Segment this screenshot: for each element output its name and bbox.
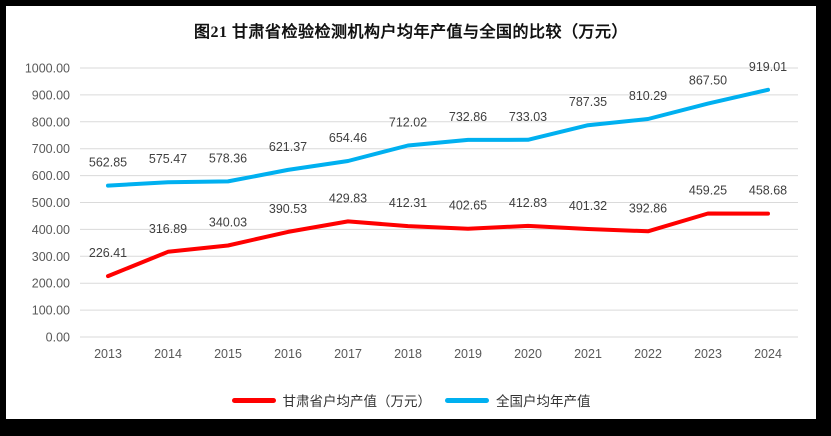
- x-axis-tick-label: 2023: [694, 347, 722, 361]
- data-label: 401.32: [569, 199, 607, 213]
- y-axis-tick-label: 600.00: [32, 169, 70, 183]
- x-axis-tick-label: 2016: [274, 347, 302, 361]
- data-label: 575.47: [149, 152, 187, 166]
- x-axis-tick-label: 2018: [394, 347, 422, 361]
- data-label: 578.36: [209, 151, 247, 165]
- x-axis-tick-label: 2013: [94, 347, 122, 361]
- legend-line-gansu-icon: [231, 397, 276, 403]
- data-label: 810.29: [629, 89, 667, 103]
- y-axis-tick-label: 300.00: [32, 250, 70, 264]
- data-label: 919.01: [749, 60, 787, 74]
- legend-label-gansu: 甘肃省户均产值（万元）: [282, 394, 432, 409]
- data-label: 458.68: [749, 184, 787, 198]
- legend-line-national-icon: [445, 397, 489, 403]
- series-line-gansu: [106, 211, 770, 279]
- data-label: 340.03: [209, 216, 247, 230]
- y-axis-tick-label: 800.00: [32, 115, 70, 129]
- x-axis-tick-label: 2017: [334, 347, 362, 361]
- plot-area: 0.00 100.00 200.00 300.00 400.00 500.00 600.00…: [25, 60, 798, 361]
- x-axis-tick-label: 2015: [214, 347, 242, 361]
- y-axis-tick-label: 200.00: [32, 277, 70, 291]
- data-label: 459.25: [689, 183, 727, 197]
- data-label: 412.31: [389, 196, 427, 210]
- data-label: 654.46: [329, 131, 367, 145]
- data-label: 429.83: [329, 191, 367, 205]
- chart-title: 图21 甘肃省检验检测机构户均年产值与全国的比较（万元）: [193, 24, 628, 41]
- y-axis-tick-label: 1000.00: [25, 62, 70, 76]
- data-label: 390.53: [269, 202, 307, 216]
- legend-label-national: 全国户均年产值: [496, 394, 591, 409]
- data-label: 787.35: [569, 95, 607, 109]
- y-axis-tick-label: 900.00: [32, 88, 70, 102]
- data-label: 867.50: [689, 74, 727, 88]
- x-axis-tick-label: 2019: [454, 347, 482, 361]
- y-axis-tick-label: 100.00: [32, 304, 70, 318]
- x-axis-tick-label: 2024: [754, 347, 782, 361]
- legend-item-gansu: 甘肃省户均产值（万元）: [231, 390, 432, 410]
- data-label: 733.03: [509, 110, 547, 124]
- x-axis-tick-label: 2020: [514, 347, 542, 361]
- series-line-national: [106, 87, 770, 188]
- y-axis-tick-label: 500.00: [32, 196, 70, 210]
- data-label: 712.02: [389, 115, 427, 129]
- y-axis-tick-label: 400.00: [32, 223, 70, 237]
- data-label: 621.37: [269, 140, 307, 154]
- x-axis-tick-label: 2021: [574, 347, 602, 361]
- data-label: 392.86: [629, 201, 667, 215]
- legend: 甘肃省户均产值（万元） 全国户均年产值: [6, 390, 816, 410]
- x-axis-tick-label: 2014: [154, 347, 182, 361]
- data-label: 316.89: [149, 222, 187, 236]
- y-axis-tick-label: 0.00: [46, 331, 70, 345]
- x-axis-tick-label: 2022: [634, 347, 662, 361]
- data-label: 562.85: [89, 156, 127, 170]
- data-label: 732.86: [449, 110, 487, 124]
- legend-item-national: 全国户均年产值: [445, 390, 591, 410]
- chart-canvas: 图21 甘肃省检验检测机构户均年产值与全国的比较（万元） 0.00 100.00 2…: [6, 6, 816, 419]
- data-label: 402.65: [449, 199, 487, 213]
- data-label: 412.83: [509, 196, 547, 210]
- y-axis-tick-label: 700.00: [32, 142, 70, 156]
- data-label: 226.41: [89, 246, 127, 260]
